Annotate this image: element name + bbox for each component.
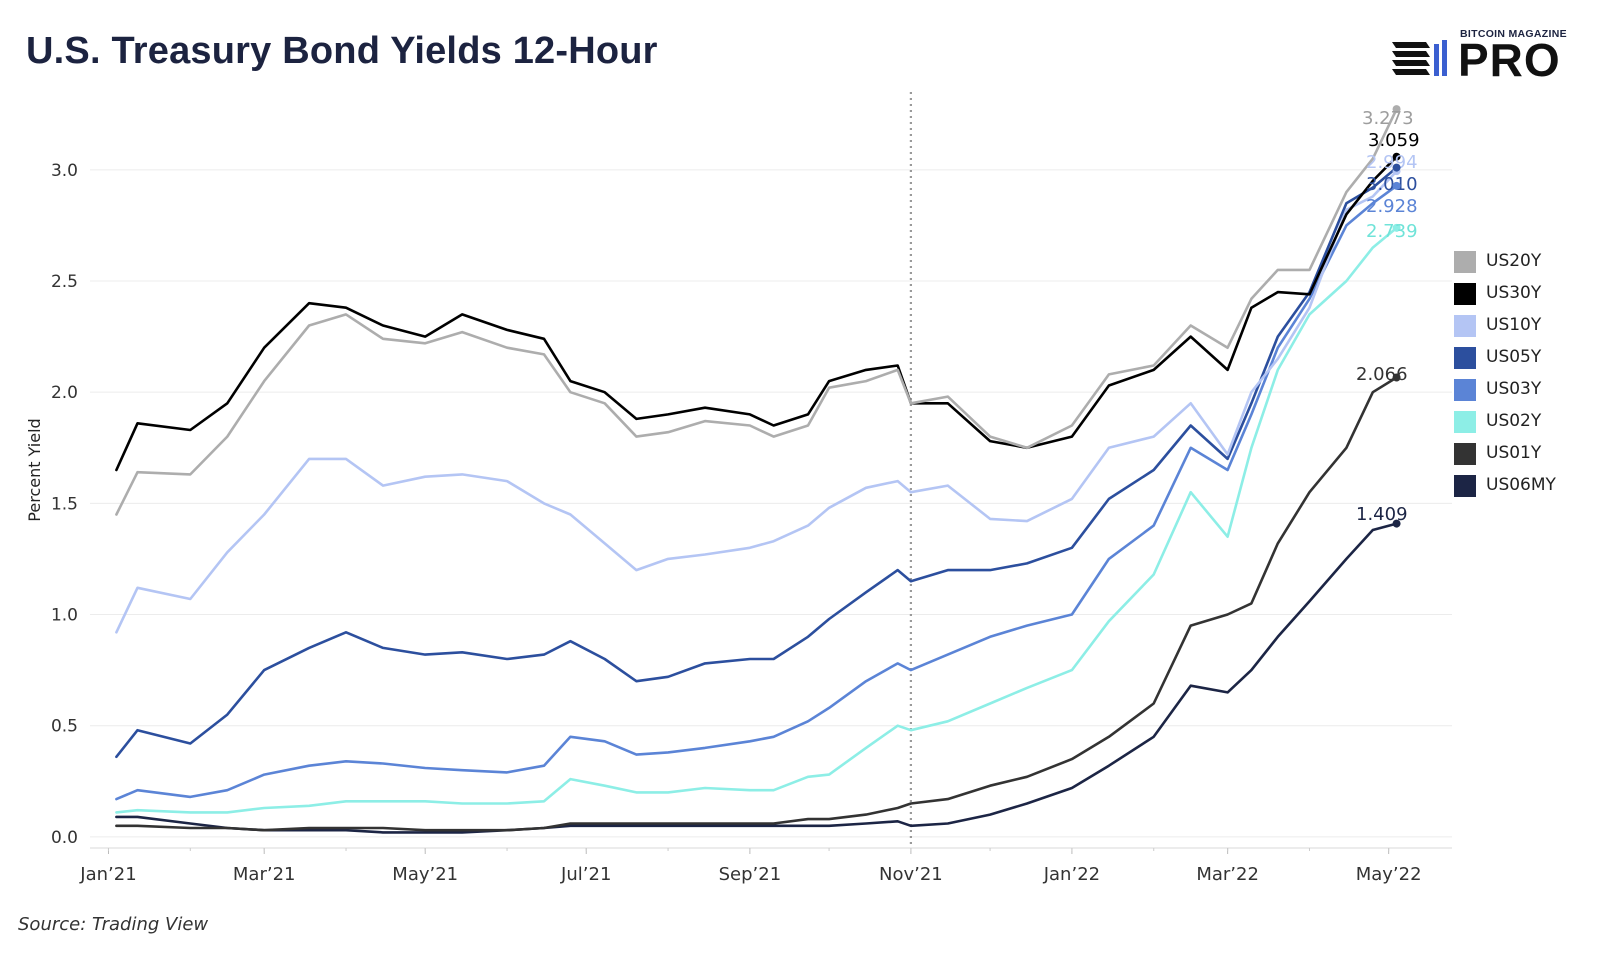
x-tick-label: Jul’21	[560, 864, 611, 885]
y-tick-label: 2.5	[51, 272, 78, 292]
y-tick-label: 1.5	[51, 494, 78, 514]
source-note: Source: Trading View	[18, 914, 209, 935]
series-line-us03y	[115, 184, 1398, 801]
y-tick-label: 0.5	[51, 717, 78, 737]
legend-swatch	[1454, 475, 1476, 497]
y-tick-label: 2.0	[51, 383, 78, 403]
series-line-us05y	[115, 166, 1398, 759]
legend-label: US03Y	[1486, 379, 1542, 399]
logo-small-text: BITCOIN MAGAZINE	[1460, 28, 1567, 40]
legend-label: US06MY	[1486, 475, 1556, 495]
x-tick-label: May’21	[392, 864, 458, 885]
x-tick-label: May’22	[1356, 864, 1422, 885]
legend-label: US10Y	[1486, 315, 1542, 335]
gridlines	[90, 169, 1452, 838]
series-line-us02y	[115, 226, 1398, 814]
logo-big-text: PRO	[1458, 34, 1561, 86]
series-line-us30y	[115, 155, 1398, 472]
legend-label: US30Y	[1486, 283, 1542, 303]
y-tick-label: 0.0	[51, 828, 78, 848]
x-tick-label: Mar’21	[233, 864, 296, 885]
legend-item-us02y: US02Y	[1454, 410, 1594, 434]
legend-label: US05Y	[1486, 347, 1542, 367]
end-marker-us05y	[1392, 163, 1401, 172]
series-line-us10y	[115, 169, 1398, 634]
end-marker-us20y	[1392, 105, 1401, 114]
chart-title: U.S. Treasury Bond Yields 12-Hour	[26, 30, 658, 72]
end-marker-us30y	[1392, 152, 1401, 161]
series-line-us01y	[115, 376, 1398, 832]
y-axis-label: Percent Yield	[25, 418, 44, 521]
legend-item-us20y: US20Y	[1454, 250, 1594, 274]
legend-swatch	[1454, 379, 1476, 401]
legend-label: US02Y	[1486, 411, 1542, 431]
series-lines	[115, 107, 1398, 834]
legend-swatch	[1454, 283, 1476, 305]
end-marker-us01y	[1392, 373, 1401, 382]
end-label-us01y: 2.066	[1356, 364, 1408, 385]
legend-item-us30y: US30Y	[1454, 282, 1594, 306]
legend-swatch	[1454, 315, 1476, 337]
y-tick-label: 1.0	[51, 606, 78, 626]
end-marker-us03y	[1392, 181, 1401, 190]
y-tick-label: 3.0	[51, 161, 78, 181]
end-label-us03y: 2.928	[1366, 196, 1418, 217]
axes: 0.0 0.5 1.0 1.5 2.0 2.5 3.0 Jan’21 Mar’21 May’21 J…	[51, 161, 1452, 885]
x-tick-label: Jan’21	[79, 864, 136, 885]
legend-label: US01Y	[1486, 443, 1542, 463]
series-line-us20y	[115, 107, 1398, 516]
logo-stripes-icon	[1392, 40, 1447, 76]
legend-swatch	[1454, 347, 1476, 369]
legend-label: US20Y	[1486, 251, 1542, 271]
x-tick-label: Jan’22	[1043, 864, 1100, 885]
legend-item-us03y: US03Y	[1454, 378, 1594, 402]
legend-item-us01y: US01Y	[1454, 442, 1594, 466]
legend-item-us06my: US06MY	[1454, 474, 1594, 498]
end-marker-us02y	[1392, 223, 1401, 232]
end-label-us02y: 2.739	[1366, 221, 1418, 242]
legend-item-us10y: US10Y	[1454, 314, 1594, 338]
end-marker-us06my	[1392, 519, 1401, 528]
end-label-us05y: 3.010	[1366, 174, 1418, 195]
x-tick-label: Sep’21	[719, 864, 782, 885]
end-label-us06my: 1.409	[1356, 504, 1408, 525]
end-label-us30y: 3.059	[1368, 130, 1420, 151]
end-label-us20y: 3.273	[1362, 108, 1414, 129]
end-label-us10y: 2.994	[1366, 152, 1418, 173]
legend-item-us05y: US05Y	[1454, 346, 1594, 370]
x-tick-label: Nov’21	[879, 864, 943, 885]
legend-swatch	[1454, 251, 1476, 273]
series-line-us06my	[115, 522, 1398, 834]
legend-swatch	[1454, 443, 1476, 465]
legend-swatch	[1454, 411, 1476, 433]
x-tick-label: Mar’22	[1196, 864, 1259, 885]
